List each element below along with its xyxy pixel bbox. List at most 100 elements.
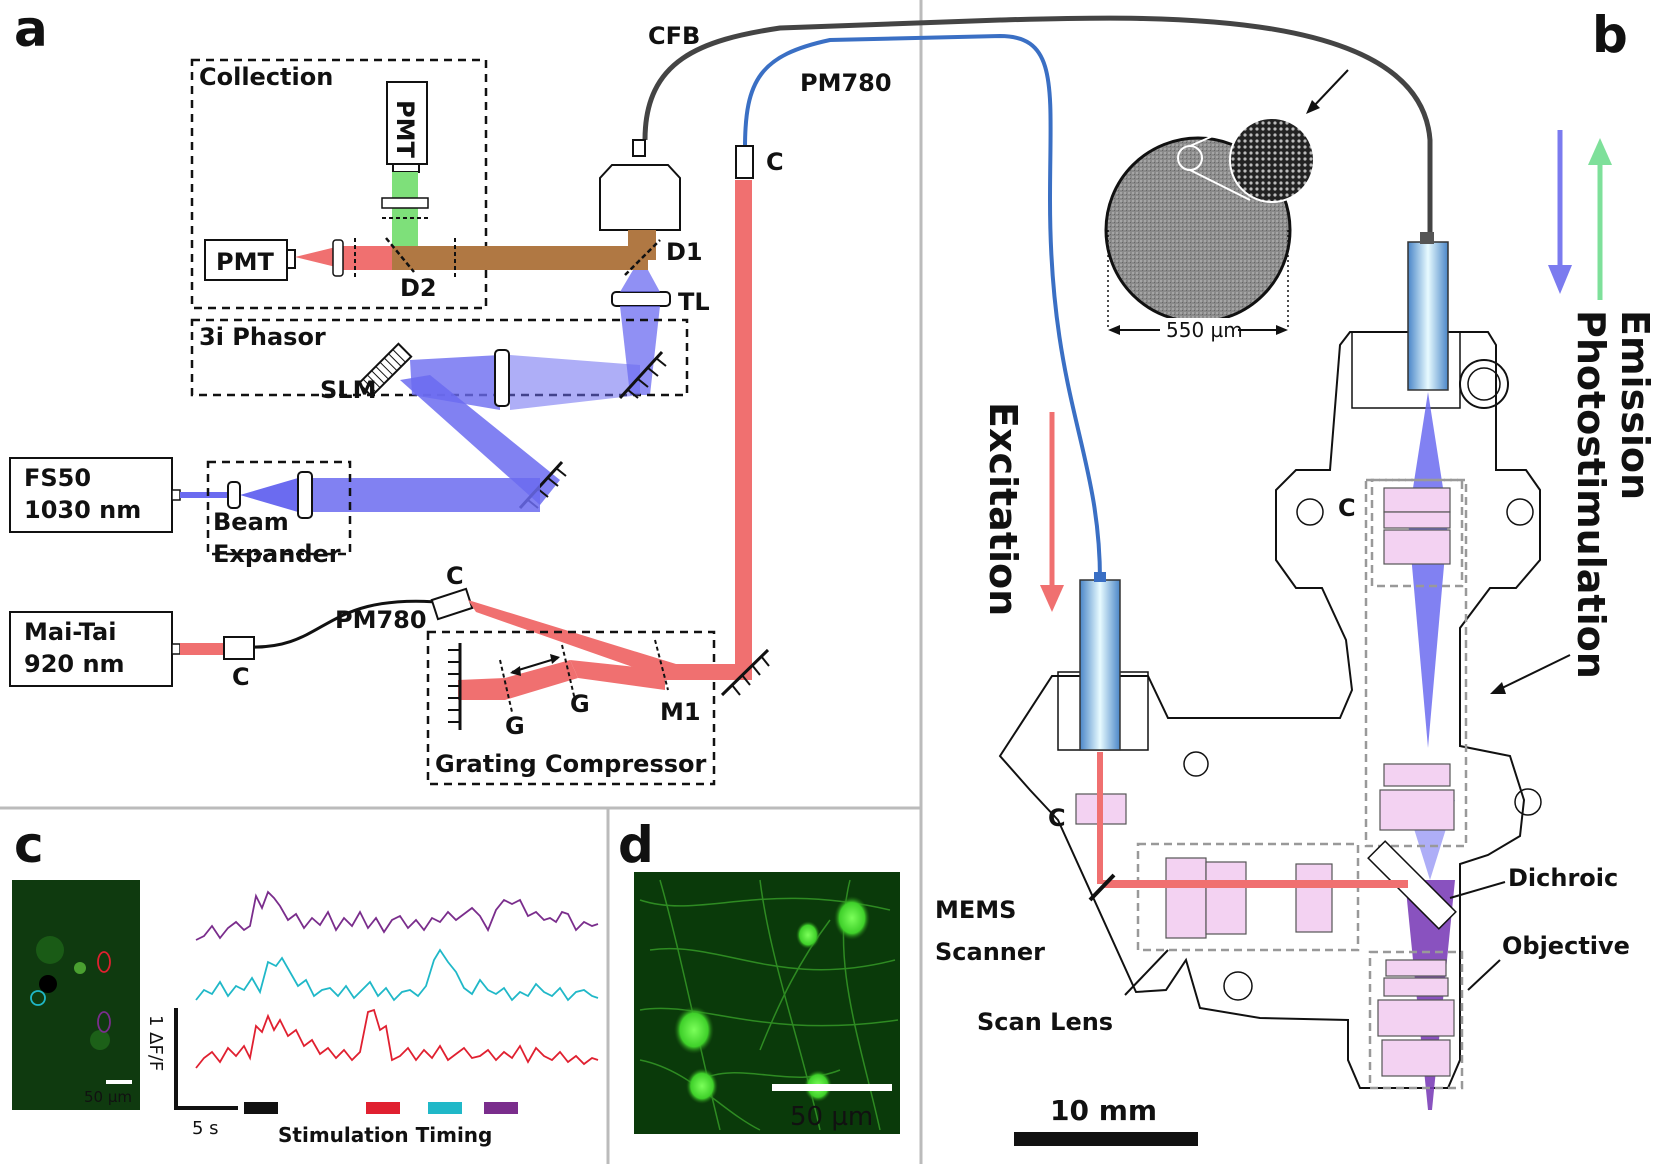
red-collect-beam (340, 246, 395, 270)
objective-output-beam (628, 230, 656, 260)
maitai-port (171, 643, 181, 655)
expander-lens-1 (227, 481, 241, 509)
stim-marker-cyan (428, 1102, 462, 1114)
slm-to-mirror-beam (400, 375, 560, 505)
fiber-pointer-head (1306, 100, 1320, 114)
c-image (12, 880, 140, 1110)
m1-mirror (654, 639, 669, 691)
maitai-label-1: Mai-Tai (24, 618, 116, 646)
c-dark-spot (39, 975, 57, 993)
photostim-label: Photostimulation (1569, 310, 1613, 679)
beam-expander-cone (240, 478, 298, 512)
panel-b: b 550 µm Excitation Emission Photostimul… (935, 6, 1657, 1146)
emission-label: Emission (1613, 310, 1657, 500)
tl-label: TL (678, 288, 710, 316)
grating-arrow-head-2 (550, 654, 560, 664)
c-scale-bar (106, 1080, 132, 1084)
c-roi-red (97, 951, 111, 973)
housing-outline (998, 331, 1541, 1089)
compressor-beam-1 (458, 678, 505, 700)
objective-pointer (1467, 959, 1501, 991)
fs50-port (171, 489, 181, 501)
emission-arrow-head (1588, 138, 1612, 165)
panel-c-letter: c (14, 816, 44, 874)
stim-marker-black (244, 1102, 278, 1114)
c-scale-label: 50 µm (84, 1088, 132, 1106)
d-scale-bar (772, 1084, 892, 1091)
cfb-label: CFB (648, 22, 700, 50)
tl-blue-upper (620, 270, 660, 292)
photostim-beam (1408, 392, 1448, 748)
phasor-label: 3i Phasor (199, 323, 326, 351)
neuron-2 (796, 921, 820, 949)
phasor-mirror-hatch (627, 357, 667, 399)
slm (357, 342, 413, 398)
d-scale-label: 50 µm (790, 1102, 873, 1132)
housing-mount-top-inner (1467, 367, 1501, 401)
objective-group (1368, 950, 1464, 1090)
panel-a: a Collection PMT PMT D2 (9, 0, 1433, 786)
excitation-fiber-tip (1094, 572, 1106, 582)
d1-mirror (624, 239, 661, 276)
fs50-beam (180, 492, 230, 498)
fs50-label-2: 1030 nm (24, 496, 141, 524)
pm780-fiber-b (743, 33, 1102, 581)
b-scale-bar (1014, 1132, 1198, 1146)
panel-b-letter: b (1592, 6, 1628, 64)
trace-red (195, 1008, 599, 1069)
maitai-beam (180, 643, 224, 655)
relay-lens-group (1364, 478, 1468, 848)
beam-expander-box (206, 460, 352, 556)
coupler-to-m1-beam (468, 600, 676, 680)
size-arrow-head-r (1276, 325, 1288, 335)
size-arrow-head-l (1108, 325, 1120, 335)
pmt-left-label: PMT (216, 248, 274, 276)
mems-label-2: Scanner (935, 938, 1045, 966)
panel-d-letter: d (618, 816, 654, 874)
c-blob-3 (90, 1030, 110, 1050)
photostim-arrow-head (1548, 265, 1572, 294)
tube-lens (611, 291, 671, 307)
neuron-1 (834, 896, 870, 940)
c-blob-1 (36, 936, 64, 964)
stim-marker-purple (484, 1102, 518, 1114)
stim-timing-label: Stimulation Timing (278, 1123, 492, 1147)
scan-lens-group (1136, 842, 1360, 952)
b-scale-label: 10 mm (1050, 1094, 1157, 1127)
housing-hole-mid (1183, 751, 1209, 777)
dichroic-pointer (1449, 881, 1506, 899)
lens-elements (1075, 487, 1455, 1077)
zoom-inset (1229, 117, 1315, 203)
grating-label: Grating Compressor (435, 750, 707, 778)
zoom-line-2 (1189, 169, 1251, 201)
size-label: 550 µm (1166, 318, 1243, 342)
c-label-top: C (766, 148, 784, 176)
dichroic (1367, 840, 1457, 930)
excitation-label: Excitation (981, 402, 1025, 616)
collection-lens-left (332, 239, 344, 277)
vertical-red-beam (735, 180, 752, 680)
compressor-beam-2 (505, 660, 578, 700)
excitation-collimator (1079, 579, 1121, 751)
zoom-line-1 (1189, 117, 1255, 147)
grating-2 (561, 644, 576, 701)
housing-hole-right2 (1514, 788, 1542, 816)
mems-label-1: MEMS (935, 896, 1016, 924)
collection-label: Collection (199, 63, 333, 91)
relay-pointer-head (1490, 682, 1506, 694)
fs50-label-1: FS50 (24, 464, 91, 492)
phasor-mirror (618, 350, 664, 400)
c-roi-purple (97, 1011, 111, 1033)
expander-lens-2 (297, 471, 313, 519)
grating-1 (499, 659, 513, 713)
trace-cyan (195, 948, 599, 1002)
c-label-maitai: C (232, 663, 250, 691)
beam-label-1: Beam (213, 508, 289, 536)
d1-label: D1 (666, 238, 703, 266)
scan-lens-pointer (1124, 949, 1169, 996)
corner-mirror (720, 648, 770, 697)
m1-to-mirror-beam (665, 664, 752, 680)
cfb-fiber (642, 15, 1433, 240)
photostim-fiber-tip (1420, 232, 1434, 244)
